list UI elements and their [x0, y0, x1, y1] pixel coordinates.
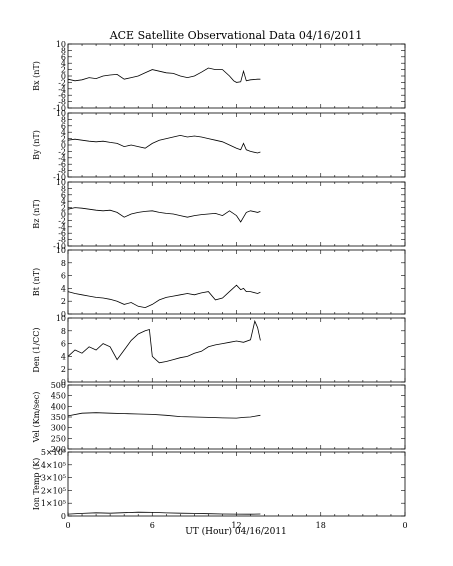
y-tick-label: 8 [61, 327, 66, 336]
y-tick-label: 8 [61, 115, 66, 124]
y-tick-label: 6 [61, 53, 66, 62]
y-tick-label: -8 [58, 167, 66, 176]
y-tick-label: 10 [56, 246, 66, 255]
panel-frame [67, 451, 406, 517]
y-axis-label: Bz (nT) [32, 199, 41, 228]
y-tick-label: -8 [58, 236, 66, 245]
data-series-line [67, 67, 261, 83]
y-tick-label: -2 [58, 216, 66, 225]
x-tick-label: 6 [150, 521, 155, 530]
y-tick-label: -8 [58, 98, 66, 107]
y-tick-label: 10 [56, 40, 66, 49]
y-tick-label: -4 [58, 85, 66, 94]
y-tick-label: 0 [61, 310, 66, 319]
y-tick-label: 0 [61, 378, 66, 387]
y-tick-label: -2 [58, 78, 66, 87]
y-tick-label: 2 [61, 297, 66, 306]
y-tick-label: 250 [51, 434, 66, 443]
data-series-line [67, 207, 261, 223]
y-tick-label: 0 [61, 72, 66, 81]
x-tick-label: 18 [316, 521, 326, 530]
y-tick-label: 6 [61, 122, 66, 131]
y-tick-label: 4 [61, 352, 66, 361]
x-tick-label: 12 [231, 521, 241, 530]
y-tick-label: 400 [51, 402, 66, 411]
y-tick-label: 6 [61, 340, 66, 349]
panel-frame [67, 249, 406, 315]
panel-frame [67, 384, 406, 450]
y-tick-label: 8 [61, 259, 66, 268]
data-series-line [67, 284, 261, 309]
figure-title: ACE Satellite Observational Data 04/16/2… [109, 29, 363, 42]
y-axis-label: By (nT) [32, 130, 41, 160]
y-tick-label: -6 [58, 229, 66, 238]
panel-4: 0 2 4 6 8 10 Bt (nT) [32, 246, 406, 319]
y-axis-label: Vel (Km/sec) [32, 392, 41, 444]
y-axis-label: Den (1/CC) [32, 327, 41, 372]
y-tick-label: 4 [61, 284, 66, 293]
y-tick-label: -6 [58, 160, 66, 169]
y-tick-label: 5×10⁵ [41, 448, 66, 457]
y-tick-label: 350 [51, 413, 66, 422]
y-tick-label: 8 [61, 46, 66, 55]
panel-5: 0 2 4 6 8 10 Den (1/CC) [32, 314, 406, 387]
y-tick-label: -4 [58, 223, 66, 232]
y-tick-label: 6 [61, 191, 66, 200]
y-tick-label: 1×10⁵ [41, 499, 66, 508]
y-tick-label: 10 [56, 178, 66, 187]
y-tick-label: 2 [61, 365, 66, 374]
panel-frame [67, 112, 406, 178]
panel-frame [67, 317, 406, 383]
y-tick-label: -4 [58, 154, 66, 163]
y-tick-label: -2 [58, 147, 66, 156]
x-tick-label: 0 [402, 521, 407, 530]
y-tick-label: 2 [61, 135, 66, 144]
y-tick-label: -10 [53, 104, 66, 113]
y-tick-label: 4×10⁵ [41, 461, 66, 470]
y-tick-label: 0 [61, 141, 66, 150]
y-tick-label: 10 [56, 109, 66, 118]
y-tick-label: 500 [51, 381, 66, 390]
data-series-line [67, 134, 261, 154]
x-axis-label: UT (Hour) 04/16/2011 [185, 526, 287, 537]
x-tick-label: 0 [65, 521, 70, 530]
y-tick-label: 6 [61, 272, 66, 281]
y-tick-label: 0 [61, 512, 66, 521]
y-tick-label: 4 [61, 197, 66, 206]
panel-frame [67, 43, 406, 109]
data-series-line [67, 511, 261, 515]
y-tick-label: 2 [61, 204, 66, 213]
y-tick-label: 450 [51, 392, 66, 401]
y-axis-label: Bt (nT) [32, 268, 41, 296]
y-axis-label: Bx (nT) [32, 61, 41, 91]
y-tick-label: -10 [53, 242, 66, 251]
y-tick-label: 8 [61, 184, 66, 193]
y-tick-label: 0 [61, 210, 66, 219]
y-tick-label: 200 [51, 445, 66, 454]
y-tick-label: -6 [58, 91, 66, 100]
y-tick-label: 4 [61, 59, 66, 68]
data-series-line [67, 412, 261, 419]
y-tick-label: 3×10⁵ [41, 474, 66, 483]
data-series-line [67, 319, 261, 364]
y-tick-label: -10 [53, 173, 66, 182]
y-tick-label: 4 [61, 128, 66, 137]
y-tick-label: 2×10⁵ [41, 486, 66, 495]
y-axis-label: Ion Temp (K) [32, 458, 41, 511]
panel-frame [67, 181, 406, 247]
y-tick-label: 300 [51, 424, 66, 433]
y-tick-label: 10 [56, 314, 66, 323]
y-tick-label: 2 [61, 66, 66, 75]
